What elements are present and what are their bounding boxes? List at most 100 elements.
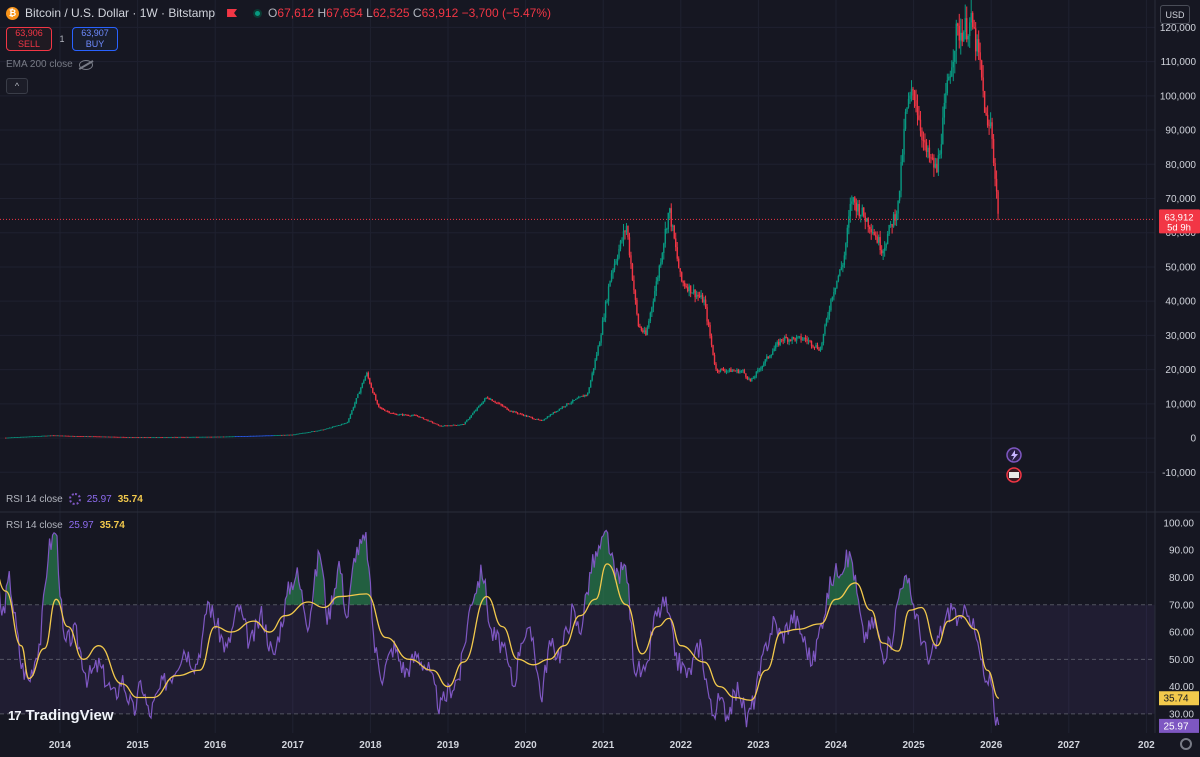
candle-body xyxy=(195,436,198,438)
candle-body xyxy=(128,437,131,438)
candle-body xyxy=(857,204,859,212)
candle-body xyxy=(775,344,777,349)
hidden-eye-icon[interactable] xyxy=(78,59,93,70)
candle-body xyxy=(527,416,529,418)
candle-body xyxy=(413,414,416,416)
price-tick-label: 80,000 xyxy=(1165,160,1196,171)
low-value: 62,525 xyxy=(372,6,410,20)
candle-body xyxy=(940,144,943,154)
candle-body xyxy=(510,410,513,412)
candle-body xyxy=(427,419,429,422)
rsi-legend-secondary[interactable]: RSI 14 close 25.97 35.74 xyxy=(6,520,125,531)
candle-body xyxy=(609,280,611,287)
candle-body xyxy=(598,342,601,347)
candle-body xyxy=(461,424,464,426)
candle-body xyxy=(925,142,928,153)
candle-body xyxy=(231,436,234,438)
collapse-legend-button[interactable]: ^ xyxy=(6,78,28,94)
candle-body xyxy=(282,434,284,436)
candle-body xyxy=(909,95,911,99)
candle-body xyxy=(175,436,177,438)
candle-body xyxy=(498,403,501,405)
candle-body xyxy=(964,18,966,32)
candle-body xyxy=(281,434,283,436)
rsi-legend-primary[interactable]: RSI 14 close 25.97 35.74 xyxy=(6,493,143,505)
candle-body xyxy=(651,307,653,313)
candle-body xyxy=(378,403,380,407)
candle-body xyxy=(801,339,804,341)
candle-body xyxy=(616,257,619,262)
rsi-badge-value: 25.97 xyxy=(1163,721,1188,732)
candle-body xyxy=(107,436,110,438)
candle-body xyxy=(795,337,798,341)
candle-body xyxy=(880,250,883,254)
market-status-icon[interactable] xyxy=(253,8,263,18)
candle-body xyxy=(742,370,744,371)
candle-body xyxy=(794,337,796,341)
time-tick-label: 2021 xyxy=(592,740,615,751)
candle-body xyxy=(633,280,635,291)
candle-body xyxy=(479,405,481,406)
brand-name: TradingView xyxy=(25,707,114,724)
candle-body xyxy=(534,419,537,420)
candle-body xyxy=(976,39,978,52)
candle-body xyxy=(566,403,568,406)
candle-body xyxy=(709,325,711,337)
candle-body xyxy=(745,373,747,377)
candle-body xyxy=(886,234,889,244)
time-tick-label: 2020 xyxy=(514,740,537,751)
time-axis[interactable]: 2014 2015 2016 2017 2018 2019 2020 2021 2022 2023… xyxy=(49,740,1155,751)
candle-body xyxy=(375,394,377,401)
candle-body xyxy=(415,415,417,417)
symbol-title[interactable]: Bitcoin / U.S. Dollar · 1W · Bitstamp xyxy=(25,6,216,20)
candle-body xyxy=(122,436,125,438)
rsi-axis[interactable]: 30.00 40.00 50.00 60.00 70.00 80.00 90.00 100.0… xyxy=(1159,518,1199,733)
price-axis[interactable]: -10,000 0 10,000 20,000 30,000 40,000 50,000 60… xyxy=(1159,23,1200,479)
candle-body xyxy=(613,263,616,270)
rsi-tick-label: 30.00 xyxy=(1169,709,1194,720)
event-markers[interactable] xyxy=(1006,447,1022,483)
candle-body xyxy=(336,425,338,427)
settings-icon[interactable] xyxy=(1180,738,1192,750)
candle-body xyxy=(251,435,253,437)
candle-body xyxy=(752,378,755,379)
candle-body xyxy=(40,435,43,437)
candle-body xyxy=(921,130,923,140)
candle-body xyxy=(125,437,128,438)
candle-body xyxy=(298,433,301,435)
candle-body xyxy=(982,77,984,91)
candle-body xyxy=(172,436,174,438)
time-tick-label: 2019 xyxy=(437,740,460,751)
candle-body xyxy=(724,370,726,372)
rsi-ma-line xyxy=(0,563,1000,701)
candle-body xyxy=(692,289,695,293)
tradingview-logo[interactable]: 17 TradingView xyxy=(8,707,114,724)
candle-body xyxy=(228,436,231,438)
ema-indicator-legend[interactable]: EMA 200 close xyxy=(6,59,93,70)
candle-body xyxy=(269,435,271,437)
candle-body xyxy=(930,157,932,159)
candle-body xyxy=(85,436,87,437)
candle-body xyxy=(482,401,484,404)
candle-body xyxy=(670,208,672,227)
flag-icon[interactable] xyxy=(227,8,237,18)
candle-body xyxy=(200,436,202,438)
currency-button[interactable]: USD xyxy=(1160,5,1190,24)
sell-button[interactable]: 63,906 SELL xyxy=(6,27,52,51)
candle-body xyxy=(304,432,307,434)
candle-body xyxy=(451,425,453,427)
candle-body xyxy=(21,436,23,438)
candle-body xyxy=(142,437,144,438)
candle-body xyxy=(224,436,226,438)
candle-body xyxy=(369,378,371,384)
candle-body xyxy=(785,336,787,339)
time-tick-label: 2027 xyxy=(1058,740,1081,751)
candle-body xyxy=(70,435,73,437)
candle-body xyxy=(901,154,904,162)
candle-body xyxy=(433,422,435,424)
candle-body xyxy=(766,356,768,360)
buy-button[interactable]: 63,907 BUY xyxy=(72,27,118,51)
candle-body xyxy=(22,436,25,438)
candle-body xyxy=(509,410,511,412)
